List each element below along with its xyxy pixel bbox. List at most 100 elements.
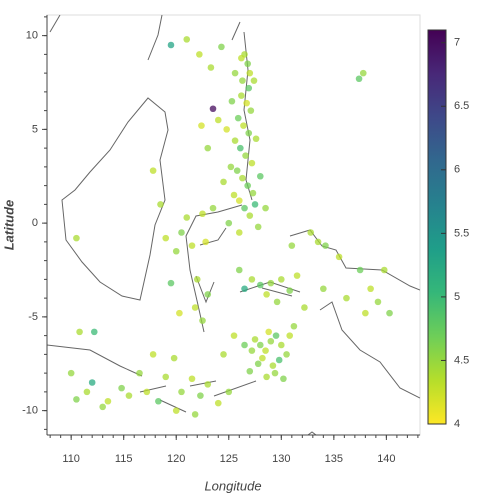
point	[262, 204, 269, 212]
point	[99, 403, 106, 411]
point	[125, 392, 133, 399]
point	[343, 294, 350, 302]
colorbar-tick-label: 6.5	[454, 100, 469, 112]
point	[83, 388, 91, 396]
point	[248, 276, 256, 283]
point	[278, 341, 285, 349]
point	[248, 159, 256, 167]
point	[359, 69, 367, 77]
colorbar-tick-label: 4.5	[454, 354, 469, 366]
x-tick-label: 125	[220, 453, 238, 465]
point	[235, 229, 243, 236]
point	[356, 266, 364, 274]
point	[254, 360, 262, 368]
plot-area	[46, 14, 421, 436]
point	[149, 167, 157, 174]
point	[245, 84, 253, 92]
point	[275, 356, 283, 364]
colorbar-tick-label: 6	[454, 164, 460, 176]
point	[241, 204, 248, 212]
point	[280, 375, 287, 383]
point	[218, 43, 225, 51]
x-tick-label: 130	[272, 453, 290, 465]
point	[143, 388, 151, 396]
point	[247, 107, 255, 114]
point	[251, 201, 259, 208]
point	[246, 212, 254, 219]
point	[76, 328, 83, 336]
colorbar-tick-label: 7	[454, 37, 460, 49]
point	[167, 41, 175, 49]
y-tick-label: 10	[26, 30, 38, 42]
point	[149, 351, 157, 358]
point	[244, 60, 251, 68]
point	[228, 97, 236, 105]
y-tick-label: 5	[32, 123, 38, 135]
point	[262, 347, 269, 354]
point	[286, 287, 294, 294]
point	[335, 253, 343, 261]
point	[202, 238, 209, 246]
point	[259, 354, 266, 362]
point	[204, 291, 212, 298]
x-tick-label: 120	[167, 453, 185, 465]
x-tick-label: 135	[325, 453, 343, 465]
point	[183, 214, 191, 221]
y-axis-label: Latitude	[1, 200, 16, 251]
point	[73, 396, 80, 403]
point	[204, 144, 212, 152]
point	[188, 375, 196, 383]
point	[245, 129, 253, 137]
point	[193, 276, 201, 283]
point	[286, 332, 294, 339]
point	[263, 291, 270, 298]
point	[197, 392, 204, 399]
point	[225, 388, 233, 396]
point	[118, 384, 125, 392]
point	[220, 178, 227, 186]
point	[191, 304, 199, 311]
point	[386, 309, 393, 317]
point	[246, 69, 254, 77]
point	[273, 298, 281, 306]
point	[265, 328, 272, 336]
point	[230, 191, 238, 199]
point	[196, 51, 203, 58]
points	[67, 36, 393, 418]
point	[172, 407, 180, 414]
point	[73, 234, 80, 242]
point	[178, 388, 185, 396]
point	[248, 347, 256, 354]
point	[241, 285, 248, 293]
point	[241, 341, 248, 349]
point	[155, 397, 162, 405]
point	[320, 285, 327, 293]
y-tick-label: 0	[32, 217, 38, 229]
point	[278, 276, 285, 283]
point	[380, 266, 388, 274]
point	[214, 399, 222, 407]
point	[172, 247, 180, 255]
point	[256, 172, 264, 180]
point	[214, 116, 222, 124]
point	[223, 126, 230, 133]
point	[227, 163, 235, 171]
colorbar-tick-label: 4	[454, 418, 460, 430]
point	[293, 272, 301, 279]
point	[251, 336, 259, 343]
point	[90, 328, 98, 336]
point	[362, 309, 369, 317]
point	[231, 69, 239, 77]
point	[231, 137, 239, 144]
point	[254, 223, 262, 231]
x-tick-label: 140	[377, 453, 395, 465]
point	[256, 281, 264, 289]
point	[288, 242, 296, 249]
point	[136, 369, 143, 377]
point	[355, 75, 363, 83]
point	[209, 204, 217, 212]
point	[238, 92, 245, 99]
colorbar-tick-label: 5	[454, 291, 460, 303]
point	[239, 77, 246, 84]
